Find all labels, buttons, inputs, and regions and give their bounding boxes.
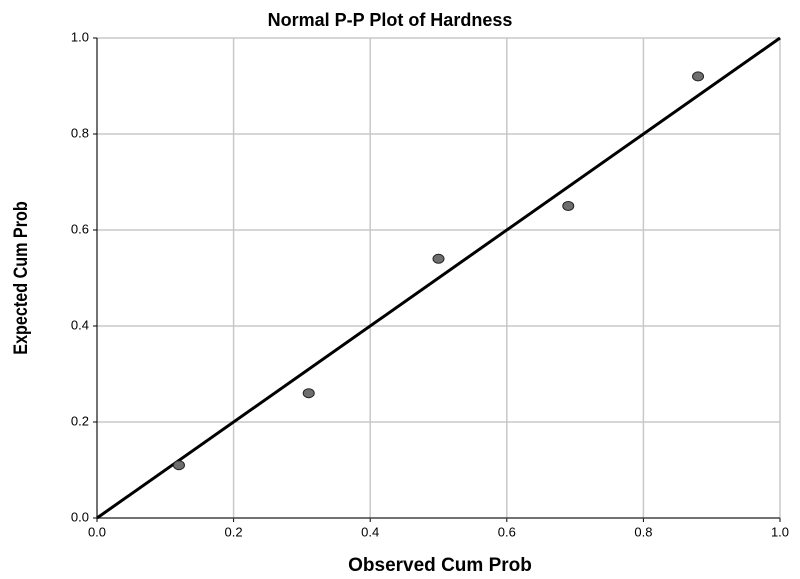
data-point bbox=[302, 388, 315, 399]
reference-line bbox=[96, 36, 781, 520]
data-point bbox=[432, 253, 445, 264]
y-tick-label: 1.0 bbox=[71, 29, 89, 44]
y-tick-label: 0.2 bbox=[71, 413, 89, 428]
y-tick-label: 0.6 bbox=[71, 221, 89, 236]
x-tick-label: 0.6 bbox=[498, 524, 516, 539]
data-point bbox=[692, 71, 705, 82]
x-tick-label: 0.4 bbox=[361, 524, 379, 539]
x-tick-label: 1.0 bbox=[771, 524, 789, 539]
y-tick-label: 0.4 bbox=[71, 317, 89, 332]
x-tick-label: 0.0 bbox=[88, 524, 106, 539]
x-axis-label: Observed Cum Prob bbox=[348, 555, 532, 576]
data-point bbox=[562, 201, 575, 211]
x-tick-label: 0.2 bbox=[225, 524, 243, 539]
y-tick-label: 0.0 bbox=[71, 509, 89, 524]
data-point bbox=[172, 460, 185, 471]
chart-title: Normal P-P Plot of Hardness bbox=[268, 10, 513, 30]
y-axis-label: Expected Cum Prob bbox=[10, 201, 32, 355]
x-tick-label: 0.8 bbox=[634, 524, 652, 539]
y-tick-label: 0.8 bbox=[71, 125, 89, 140]
